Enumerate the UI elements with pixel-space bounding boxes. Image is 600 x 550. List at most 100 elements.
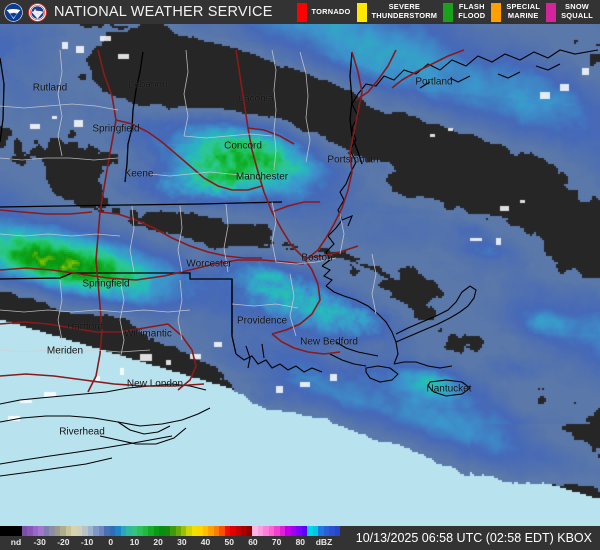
noaa-logo-icon — [4, 2, 23, 22]
colorbar-cell — [153, 526, 160, 536]
colorbar-cell — [43, 526, 50, 536]
colorbar-cell — [137, 526, 143, 536]
colorbar-tick-label: -10 — [80, 537, 94, 547]
snow-squall-swatch — [546, 2, 557, 22]
colorbar-cell — [307, 526, 313, 536]
colorbar-cell — [0, 526, 6, 536]
colorbar-cell — [120, 526, 127, 536]
colorbar-cell — [241, 526, 247, 536]
map-vector-overlay — [0, 49, 599, 477]
radar-map[interactable]: Rutland Lebanon Laconia Portland Springfield… — [0, 24, 600, 526]
colorbar-cell — [49, 526, 55, 536]
legend-item-flash-flood[interactable]: FLASH FLOOD — [441, 0, 489, 24]
colorbar-cell — [290, 526, 297, 536]
page-title: NATIONAL WEATHER SERVICE — [54, 4, 273, 20]
colorbar-cell — [301, 526, 308, 536]
legend-item-severe-thunderstorm[interactable]: SEVERE THUNDERSTORM — [355, 0, 442, 24]
colorbar-cell — [93, 526, 99, 536]
page-header: NATIONAL WEATHER SERVICE TORNADO SEVERE … — [0, 0, 600, 24]
colorbar-cell — [65, 526, 72, 536]
colorbar-cell — [82, 526, 88, 536]
colorbar-cell — [98, 526, 105, 536]
colorbar-cell — [104, 526, 110, 536]
colorbar-cell — [38, 526, 44, 536]
colorbar-cell — [5, 526, 11, 536]
colorbar-tick-label: dBZ — [315, 537, 333, 547]
snow-squall-label: SNOW SQUALL — [561, 2, 593, 20]
colorbar-cell — [257, 526, 264, 536]
colorbar-cell — [16, 526, 22, 536]
colorbar-cell — [235, 526, 242, 536]
colorbar-tick-label: 30 — [177, 537, 187, 547]
colorbar-cell — [285, 526, 291, 536]
colorbar-cell — [312, 526, 319, 536]
colorbar-tick-label: 80 — [295, 537, 306, 547]
colorbar-gradient — [0, 526, 341, 536]
legend-item-special-marine[interactable]: SPECIAL MARINE — [489, 0, 544, 24]
colorbar-tick-label: 10 — [129, 537, 140, 547]
colorbar-cell — [191, 526, 198, 536]
colorbar-cell — [109, 526, 116, 536]
colorbar-cell — [159, 526, 165, 536]
colorbar-tick-label: -30 — [33, 537, 46, 547]
reflectivity-colorbar[interactable]: nd -30 -20 -10 0 10 20 30 40 50 60 70 80 dBZ — [0, 526, 341, 550]
special-marine-label: SPECIAL MARINE — [506, 2, 541, 20]
colorbar-cell — [164, 526, 171, 536]
legend-item-tornado[interactable]: TORNADO — [295, 0, 355, 24]
colorbar-cell — [323, 526, 330, 536]
severe-thunderstorm-label: SEVERE THUNDERSTORM — [371, 2, 438, 20]
colorbar-cell — [27, 526, 33, 536]
colorbar-cell — [252, 526, 258, 536]
nws-logo-icon — [28, 2, 47, 22]
colorbar-cell — [202, 526, 209, 536]
colorbar-cell — [126, 526, 132, 536]
colorbar-cell — [230, 526, 236, 536]
colorbar-cell — [279, 526, 286, 536]
colorbar-cell — [71, 526, 77, 536]
tornado-swatch — [296, 2, 307, 22]
flash-flood-swatch — [443, 2, 454, 22]
tornado-label: TORNADO — [311, 6, 351, 16]
colorbar-cell — [131, 526, 138, 536]
colorbar-cell — [170, 526, 176, 536]
legend-item-snow-squall[interactable]: SNOW SQUALL — [544, 0, 597, 24]
colorbar-tick-label: 50 — [224, 537, 234, 547]
warning-legend: TORNADO SEVERE THUNDERSTORM FLASH FLOOD … — [294, 0, 600, 24]
colorbar-tick-label: 0 — [108, 537, 114, 547]
colorbar-cell — [76, 526, 83, 536]
nws-branding[interactable]: NATIONAL WEATHER SERVICE — [0, 0, 273, 24]
colorbar-tick-label: 70 — [271, 537, 282, 547]
colorbar-cell — [186, 526, 192, 536]
colorbar-ticks: nd -30 -20 -10 0 10 20 30 40 50 60 70 80 dBZ — [0, 536, 340, 550]
colorbar-cell — [54, 526, 61, 536]
colorbar-cell — [274, 526, 280, 536]
colorbar-cell — [60, 526, 66, 536]
colorbar-cell — [32, 526, 39, 536]
special-marine-swatch — [491, 2, 502, 22]
radar-timestamp: 10/13/2025 06:58 UTC (02:58 EDT) KBOX — [355, 531, 592, 545]
colorbar-cell — [197, 526, 203, 536]
radar-reflectivity-layer — [0, 24, 600, 526]
colorbar-cell — [87, 526, 94, 536]
colorbar-cell — [219, 526, 225, 536]
colorbar-tick-label: 60 — [248, 537, 258, 547]
colorbar-cell — [10, 526, 17, 536]
colorbar-cell — [334, 526, 341, 536]
colorbar-cell — [296, 526, 302, 536]
colorbar-cell — [175, 526, 181, 536]
colorbar-tick-label: 40 — [200, 537, 211, 547]
colorbar-cell — [208, 526, 214, 536]
coastline — [0, 49, 599, 477]
colorbar-cell — [246, 526, 253, 536]
colorbar-tick-label: 20 — [153, 537, 163, 547]
colorbar-cell — [268, 526, 275, 536]
colorbar-cell — [318, 526, 324, 536]
colorbar-cell — [148, 526, 154, 536]
flash-flood-label: FLASH FLOOD — [458, 2, 486, 20]
colorbar-cell — [115, 526, 121, 536]
colorbar-cell — [142, 526, 149, 536]
colorbar-cell — [329, 526, 335, 536]
severe-thunderstorm-swatch — [356, 2, 367, 22]
colorbar-cell — [224, 526, 231, 536]
